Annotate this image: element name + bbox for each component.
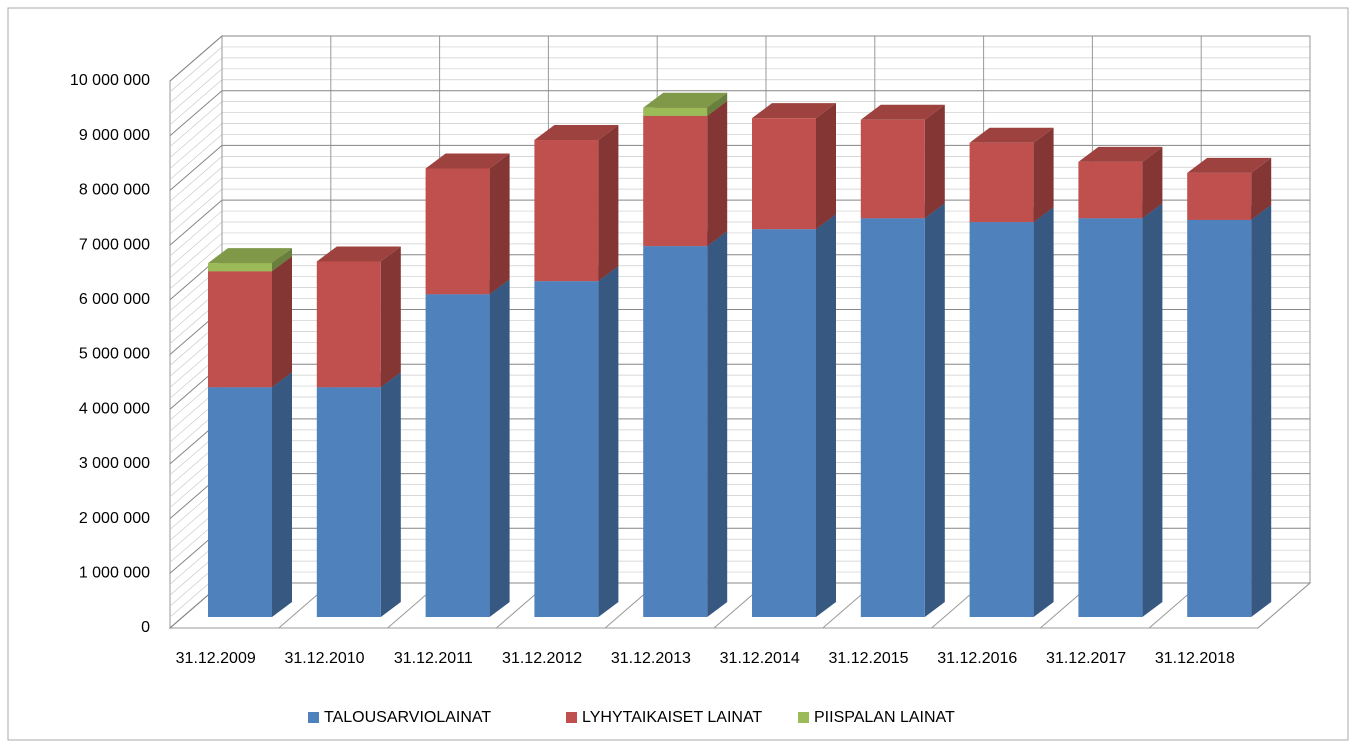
bar-side — [924, 104, 945, 219]
bar-top — [1078, 146, 1163, 162]
legend-label: LYHYTAIKAISET LAINAT — [582, 709, 762, 726]
bar-side — [1142, 203, 1163, 617]
y-tick-label: 7 000 000 — [79, 236, 150, 253]
bar-side — [272, 256, 292, 388]
bar-top — [752, 103, 836, 119]
bar-side — [380, 246, 401, 388]
bar — [534, 281, 599, 617]
y-tick-label: 0 — [141, 619, 150, 636]
bar-top — [316, 246, 401, 262]
bar — [643, 115, 708, 247]
bar-side — [707, 231, 728, 617]
bar-side — [598, 266, 619, 617]
y-tick-label: 1 000 000 — [79, 565, 150, 582]
legend-swatch — [308, 712, 319, 723]
bar-side — [1033, 127, 1054, 223]
y-tick-label: 5 000 000 — [79, 346, 150, 363]
grid-line — [169, 90, 1310, 137]
grid-line — [169, 35, 1310, 82]
bar — [752, 118, 816, 230]
bar-side — [380, 372, 401, 617]
y-tick-label: 3 000 000 — [79, 455, 150, 472]
legend-swatch — [798, 712, 809, 723]
x-tick-label: 31.12.2018 — [1155, 650, 1235, 667]
y-tick-label: 8 000 000 — [79, 182, 150, 199]
bar — [316, 261, 381, 388]
y-tick-label: 2 000 000 — [79, 510, 150, 527]
bar — [534, 140, 599, 282]
bar-top — [425, 153, 510, 169]
bar-side — [272, 372, 292, 617]
x-tick-label: 31.12.2011 — [394, 650, 473, 667]
floor-divider — [1257, 582, 1311, 629]
legend-label: TALOUSARVIOLAINAT — [324, 709, 491, 726]
bar-side — [816, 103, 836, 230]
bar-top — [860, 104, 945, 120]
bar — [860, 218, 925, 617]
bar — [752, 229, 816, 617]
bar — [1187, 172, 1252, 220]
x-tick-label: 31.12.2010 — [284, 650, 364, 667]
bar-side — [1251, 157, 1272, 220]
bar — [1078, 161, 1143, 219]
bar-top — [969, 127, 1054, 143]
bar-side — [924, 203, 945, 617]
bar-top — [1187, 157, 1272, 173]
bar — [1187, 219, 1252, 618]
bar-side — [489, 279, 510, 617]
bar-side — [1142, 146, 1163, 219]
bar — [1078, 218, 1143, 617]
bar — [208, 387, 272, 617]
bar — [316, 387, 381, 617]
bar-side — [707, 100, 728, 247]
x-tick-label: 31.12.2009 — [176, 650, 256, 667]
bar-side — [707, 92, 728, 116]
bar-side — [598, 125, 619, 282]
bar — [643, 246, 708, 617]
bar-top — [534, 125, 619, 141]
x-tick-label: 31.12.2014 — [720, 650, 800, 667]
legend-swatch — [566, 712, 577, 723]
grid-line — [169, 144, 1310, 191]
y-tick-label: 9 000 000 — [79, 127, 150, 144]
x-tick-label: 31.12.2013 — [611, 650, 691, 667]
bar — [969, 222, 1034, 618]
y-tick-label: 6 000 000 — [79, 291, 150, 308]
x-tick-label: 31.12.2015 — [828, 650, 908, 667]
grid-line — [169, 199, 1310, 246]
bar — [860, 119, 925, 219]
legend: TALOUSARVIOLAINAT LYHYTAIKAISET LAINAT PII… — [308, 709, 955, 726]
bar-side — [1033, 207, 1054, 618]
y-tick-label: 10 000 000 — [70, 72, 150, 89]
bar-top — [208, 248, 292, 264]
bar-side — [272, 248, 292, 272]
x-tick-label: 31.12.2017 — [1046, 650, 1126, 667]
bar — [425, 294, 490, 617]
x-tick-label: 31.12.2016 — [937, 650, 1017, 667]
bar — [425, 168, 490, 295]
legend-label: PIISPALAN LAINAT — [814, 709, 955, 726]
bar-top — [643, 92, 728, 108]
bar-side — [1251, 204, 1272, 618]
bar — [643, 107, 708, 116]
x-tick-label: 31.12.2012 — [502, 650, 582, 667]
bar-side — [816, 214, 836, 617]
bar — [969, 142, 1034, 223]
y-tick-label: 4 000 000 — [79, 400, 150, 417]
bar — [208, 271, 272, 388]
bar-side — [489, 153, 510, 295]
bar — [208, 263, 272, 272]
